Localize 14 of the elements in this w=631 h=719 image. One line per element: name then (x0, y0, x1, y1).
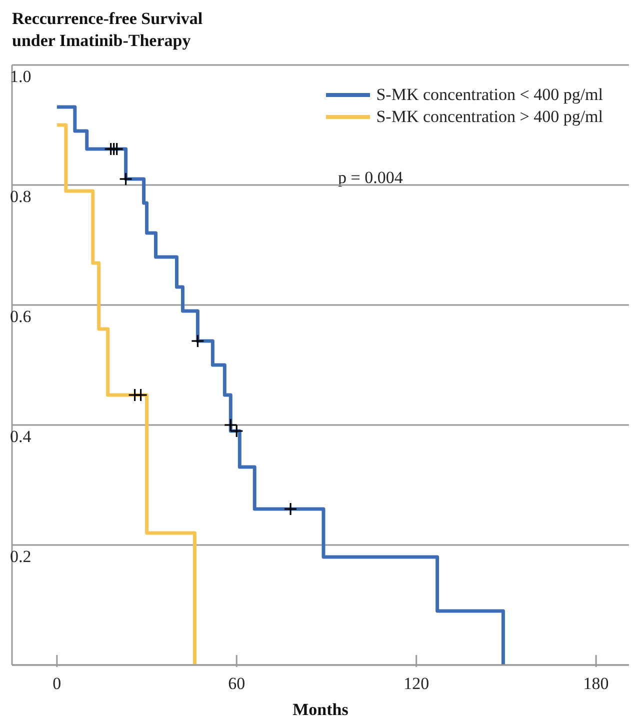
annotation: p = 0.004 (338, 168, 403, 188)
legend-label: S-MK concentration < 400 pg/ml (376, 85, 603, 105)
y-tick-label: 0.4 (10, 427, 32, 446)
y-tick-label: 0.8 (10, 187, 32, 206)
x-tick-label: 120 (404, 674, 430, 693)
y-tick-label: 0.6 (10, 307, 32, 326)
x-tick-label: 180 (583, 674, 609, 693)
y-tick-label: 0.2 (10, 547, 32, 566)
x-axis-title: Months (292, 700, 349, 719)
x-tick-label: 0 (52, 674, 62, 693)
chart-title: Reccurrence-free Survival under Imatinib-Therapy (12, 8, 203, 52)
x-tick-label: 60 (228, 674, 246, 693)
y-tick-label: 1.0 (10, 67, 32, 86)
legend-label: S-MK concentration > 400 pg/ml (376, 107, 603, 127)
